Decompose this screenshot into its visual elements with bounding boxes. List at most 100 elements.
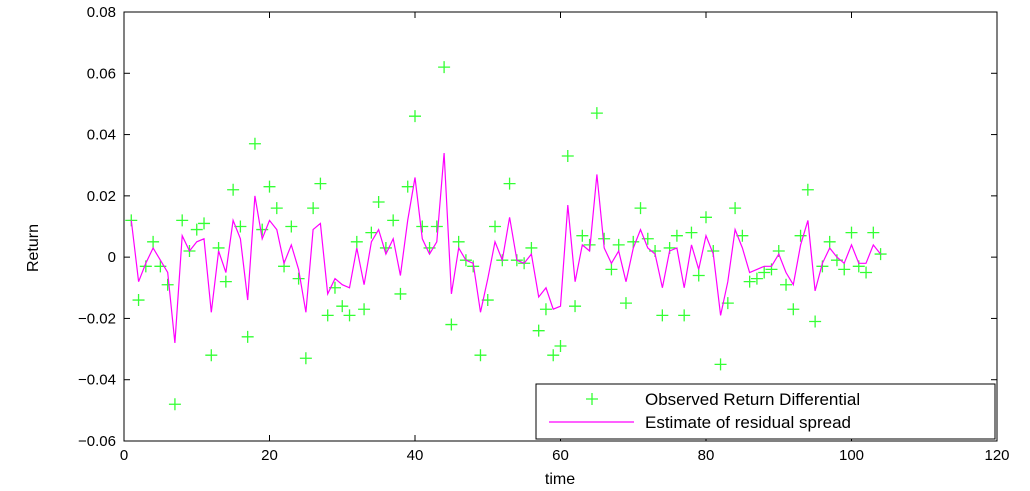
data-point xyxy=(678,309,691,322)
data-point xyxy=(656,309,669,322)
data-point xyxy=(263,180,276,193)
estimate-line xyxy=(130,152,882,343)
data-point xyxy=(285,220,298,233)
x-tick-label: 60 xyxy=(552,447,569,464)
data-point xyxy=(634,202,647,215)
legend-marker-observed xyxy=(586,393,598,405)
y-tick-label: 0.06 xyxy=(87,65,116,82)
data-point xyxy=(358,303,371,316)
x-tick-label: 100 xyxy=(839,447,864,464)
data-point xyxy=(619,297,632,310)
data-point xyxy=(700,211,712,224)
data-point xyxy=(860,266,873,279)
data-point xyxy=(569,300,582,313)
data-point xyxy=(314,177,327,190)
data-point xyxy=(270,202,283,215)
x-tick-label: 120 xyxy=(984,447,1009,464)
data-point xyxy=(794,229,807,242)
x-tick-label: 20 xyxy=(261,447,278,464)
legend-label-observed: Observed Return Differential xyxy=(645,390,860,409)
data-point xyxy=(867,226,880,239)
data-point xyxy=(241,330,254,343)
data-point xyxy=(576,229,589,242)
data-point xyxy=(685,226,698,239)
data-point xyxy=(205,349,218,362)
data-point xyxy=(168,398,181,411)
data-point xyxy=(627,235,640,248)
data-point xyxy=(838,263,851,276)
data-point xyxy=(190,223,203,236)
data-point xyxy=(176,214,189,227)
data-point xyxy=(198,217,211,230)
data-point xyxy=(438,61,451,74)
x-axis-label: time xyxy=(545,471,575,488)
data-point xyxy=(539,303,552,316)
y-tick-label: −0.06 xyxy=(78,433,116,450)
y-axis-label: Return xyxy=(25,224,42,272)
data-point xyxy=(372,195,385,208)
data-point xyxy=(409,110,421,123)
legend-plus-glyph xyxy=(586,393,598,405)
data-point xyxy=(147,235,160,248)
data-point xyxy=(801,183,814,196)
x-tick-label: 40 xyxy=(407,447,424,464)
data-point xyxy=(299,352,312,365)
data-point xyxy=(525,241,538,254)
data-point xyxy=(554,340,567,353)
data-point xyxy=(292,272,305,285)
data-point xyxy=(714,358,727,371)
y-tick-label: 0.04 xyxy=(87,127,116,144)
data-point xyxy=(547,349,560,362)
legend-box xyxy=(535,383,996,440)
data-point xyxy=(401,180,414,193)
data-point xyxy=(489,220,502,233)
data-point xyxy=(750,272,763,285)
data-point xyxy=(234,220,247,233)
y-tick-label: 0 xyxy=(108,249,116,266)
data-point xyxy=(161,278,174,291)
y-tick-label: 0.02 xyxy=(87,188,116,205)
y-tick-label: −0.02 xyxy=(78,310,116,327)
data-point xyxy=(474,349,487,362)
data-point xyxy=(612,238,625,251)
data-point xyxy=(365,226,378,239)
x-tick-label: 0 xyxy=(120,447,128,464)
data-point xyxy=(416,220,429,233)
data-point xyxy=(336,300,349,313)
data-point xyxy=(430,220,443,233)
data-point xyxy=(845,226,858,239)
data-point xyxy=(227,183,240,196)
data-point xyxy=(248,137,261,150)
data-point xyxy=(321,309,334,322)
data-point xyxy=(561,150,574,163)
data-point xyxy=(590,107,603,120)
data-point xyxy=(743,275,756,288)
data-point xyxy=(758,266,771,279)
y-tick-label: 0.08 xyxy=(87,4,116,21)
data-point xyxy=(379,241,392,254)
plot-area xyxy=(123,11,998,442)
legend: Observed Return Differential Estimate of… xyxy=(535,383,996,440)
data-point xyxy=(780,278,793,291)
data-point xyxy=(387,214,400,227)
data-point xyxy=(343,309,356,322)
data-point xyxy=(605,263,618,276)
data-point xyxy=(445,318,458,331)
observed-scatter xyxy=(125,61,887,411)
data-point xyxy=(823,235,836,248)
data-point xyxy=(452,235,465,248)
data-point xyxy=(132,294,145,307)
data-point xyxy=(350,235,363,248)
data-point xyxy=(394,287,407,300)
data-point xyxy=(692,269,705,282)
series-line xyxy=(130,152,882,343)
data-point xyxy=(787,303,800,316)
x-tick-label: 80 xyxy=(698,447,715,464)
legend-label-estimate: Estimate of residual spread xyxy=(645,413,851,432)
data-point xyxy=(307,202,320,215)
y-tick-label: −0.04 xyxy=(78,372,116,389)
axis-ticks: 0 20 40 60 80 100 120 −0.06 −0.04 −0.02 0 0.02 0.04 0… xyxy=(78,4,1009,464)
data-point xyxy=(219,275,232,288)
data-point xyxy=(736,229,749,242)
